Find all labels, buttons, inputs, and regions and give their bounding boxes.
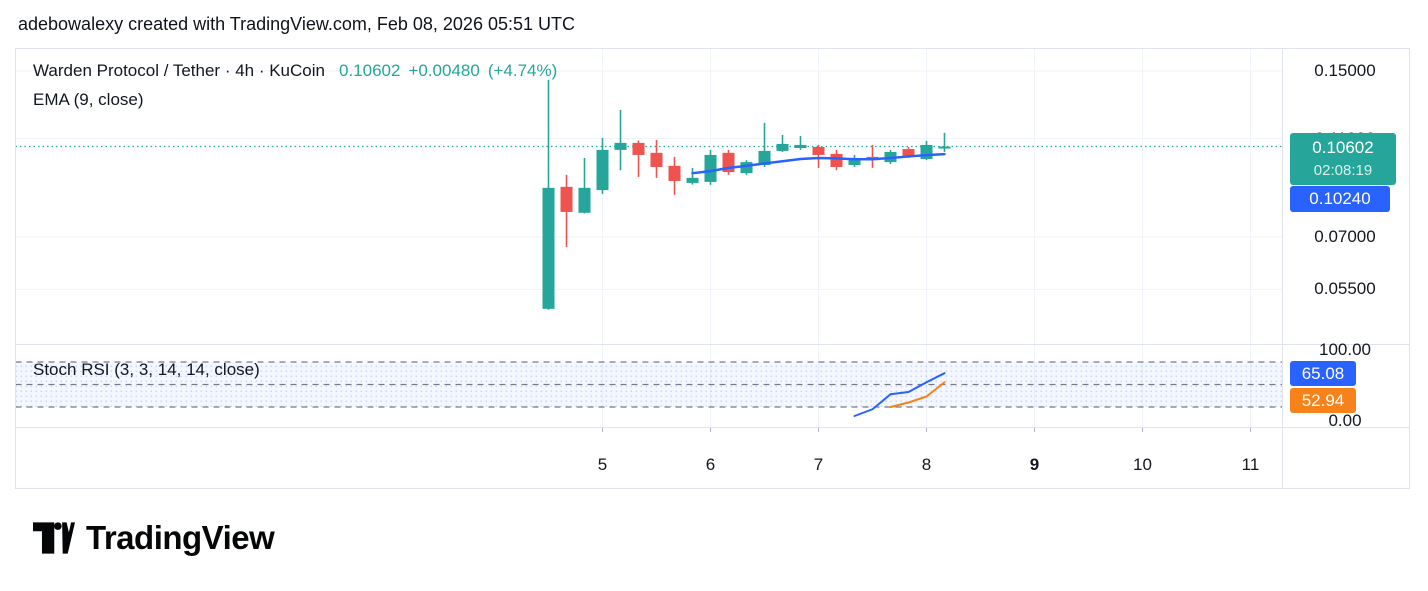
legend-row-symbol[interactable]: Warden Protocol / Tether · 4h · KuCoin 0.… — [33, 61, 565, 81]
candle — [740, 162, 753, 174]
stoch-d-line — [889, 381, 946, 408]
stoch-axis-label-max: 100.00 — [1319, 340, 1371, 359]
ema-indicator-label[interactable]: EMA (9, close) — [33, 90, 144, 109]
stoch-rsi-indicator-label[interactable]: Stoch RSI (3, 3, 14, 14, close) — [33, 360, 260, 379]
candle — [632, 142, 645, 155]
candle — [542, 187, 555, 309]
time-axis-label: 10 — [1133, 455, 1152, 474]
candle — [560, 186, 573, 212]
price-axis-label: 0.05500 — [1314, 279, 1376, 299]
tradingview-logo-text: TradingView — [86, 519, 275, 556]
candle — [596, 149, 609, 191]
candle — [614, 142, 627, 150]
quote-last-price: 0.10602 — [338, 61, 401, 80]
tradingview-logo[interactable]: TradingView — [33, 519, 275, 557]
ema-line — [691, 152, 946, 175]
legend-row-ema[interactable]: EMA (9, close) — [33, 90, 144, 110]
bar-countdown: 02:08:19 — [1313, 162, 1373, 179]
last-price-badge-value: 0.10602 — [1312, 138, 1374, 157]
time-axis-label: 9 — [1029, 455, 1040, 474]
symbol-title[interactable]: Warden Protocol / Tether · 4h · KuCoin — [33, 61, 325, 80]
candle — [758, 150, 771, 165]
candle — [650, 152, 663, 168]
attribution-text: adebowalexy created with TradingView.com… — [18, 14, 575, 34]
time-axis-label: 7 — [813, 455, 824, 474]
candle — [686, 177, 699, 183]
chart-frame — [15, 48, 1410, 489]
candle — [812, 146, 825, 155]
stoch-d-value-badge: 52.94 — [1290, 388, 1356, 413]
candle — [902, 149, 915, 157]
candle — [578, 187, 591, 213]
time-axis-label: 6 — [705, 455, 716, 474]
candle — [938, 146, 951, 149]
candle — [668, 165, 681, 181]
quote-change: +0.00480 — [408, 61, 480, 80]
quote-values: 0.10602 +0.00480 (+4.74%) — [339, 61, 565, 80]
last-price-badge: 0.10602 02:08:19 — [1290, 133, 1396, 185]
candle — [920, 144, 933, 160]
quote-change-percent: (+4.74%) — [487, 61, 558, 80]
time-axis-label: 8 — [921, 455, 932, 474]
tradingview-logo-icon — [33, 522, 75, 554]
candle — [704, 154, 717, 182]
time-axis-label: 11 — [1241, 455, 1260, 474]
candle — [776, 143, 789, 151]
price-axis-label: 0.15000 — [1314, 60, 1376, 80]
price-axis-label: 0.07000 — [1314, 226, 1376, 246]
stoch-axis-label-min: 0.00 — [1328, 411, 1362, 430]
ema-value-badge: 0.10240 — [1290, 186, 1390, 212]
stoch-k-line — [853, 372, 946, 417]
candle — [794, 144, 807, 149]
stoch-k-value-badge: 65.08 — [1290, 361, 1356, 386]
time-axis[interactable] — [16, 428, 1282, 488]
candle — [830, 153, 843, 168]
candle — [848, 157, 861, 165]
time-axis-label: 5 — [597, 455, 608, 474]
